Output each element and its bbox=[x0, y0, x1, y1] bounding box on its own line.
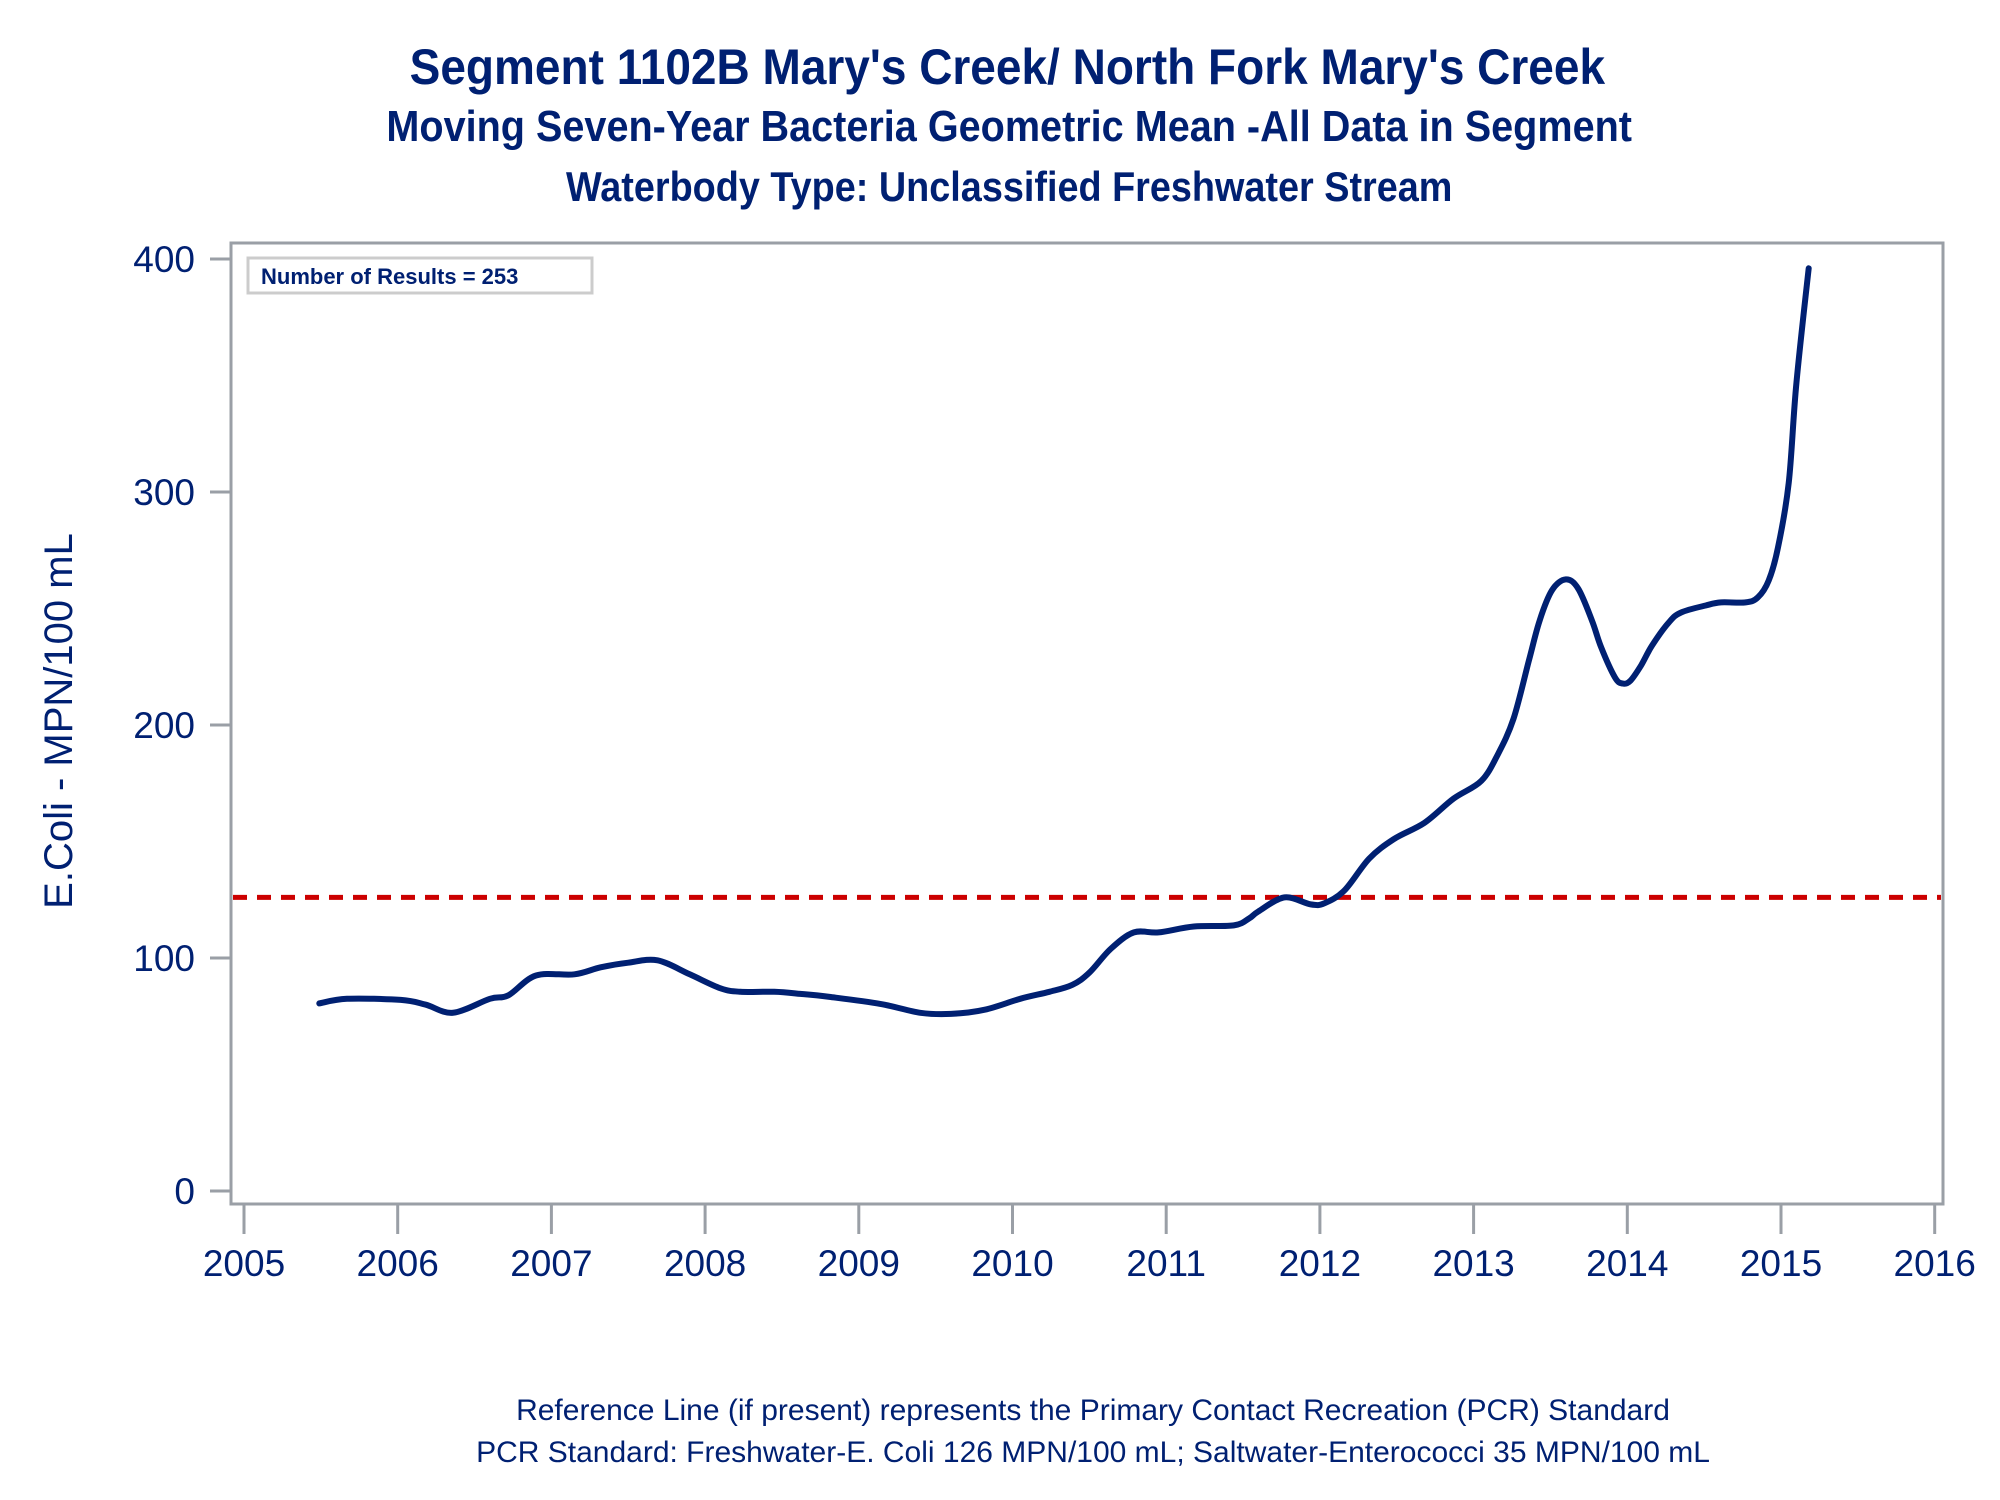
x-tick-label: 2014 bbox=[1586, 1243, 1668, 1284]
x-axis: 2005 2006 2007 2008 2009 2010 2011 2012 2013 2014… bbox=[203, 1204, 1976, 1284]
x-tick-label: 2009 bbox=[818, 1243, 900, 1284]
x-tick-label: 2005 bbox=[203, 1243, 285, 1284]
annotation-text: Number of Results = 253 bbox=[261, 264, 518, 289]
x-tick-label: 2010 bbox=[971, 1243, 1053, 1284]
y-axis: 0 100 200 300 400 bbox=[133, 239, 231, 1212]
number-of-results-annotation: Number of Results = 253 bbox=[246, 256, 594, 295]
y-tick-label: 100 bbox=[133, 938, 195, 979]
x-tick-label: 2015 bbox=[1740, 1243, 1822, 1284]
y-tick-label: 300 bbox=[133, 472, 195, 513]
x-tick-label: 2007 bbox=[510, 1243, 592, 1284]
footnote-reference-line: Reference Line (if present) represents t… bbox=[516, 1394, 1670, 1427]
plot-area-frame bbox=[229, 241, 1945, 1206]
x-tick-label: 2016 bbox=[1894, 1243, 1976, 1284]
chart-title: Segment 1102B Mary's Creek/ North Fork M… bbox=[409, 39, 1606, 95]
footnote-pcr-standard: PCR Standard: Freshwater-E. Coli 126 MPN… bbox=[476, 1436, 1710, 1469]
chart-subtitle: Moving Seven-Year Bacteria Geometric Mea… bbox=[386, 102, 1632, 151]
series-line-geometric-mean bbox=[316, 265, 1812, 1018]
x-tick-label: 2013 bbox=[1432, 1243, 1514, 1284]
x-tick-label: 2012 bbox=[1279, 1243, 1361, 1284]
y-axis-title: E.Coli - MPN/100 mL bbox=[37, 533, 81, 909]
y-tick-label: 400 bbox=[133, 239, 195, 280]
x-tick-label: 2011 bbox=[1126, 1243, 1206, 1284]
waterbody-type-title: Waterbody Type: Unclassified Freshwater … bbox=[565, 163, 1453, 210]
y-tick-label: 200 bbox=[133, 705, 195, 746]
x-tick-label: 2008 bbox=[664, 1243, 746, 1284]
x-tick-label: 2006 bbox=[357, 1243, 439, 1284]
annotation-box bbox=[246, 256, 594, 295]
y-tick-label: 0 bbox=[174, 1171, 195, 1212]
